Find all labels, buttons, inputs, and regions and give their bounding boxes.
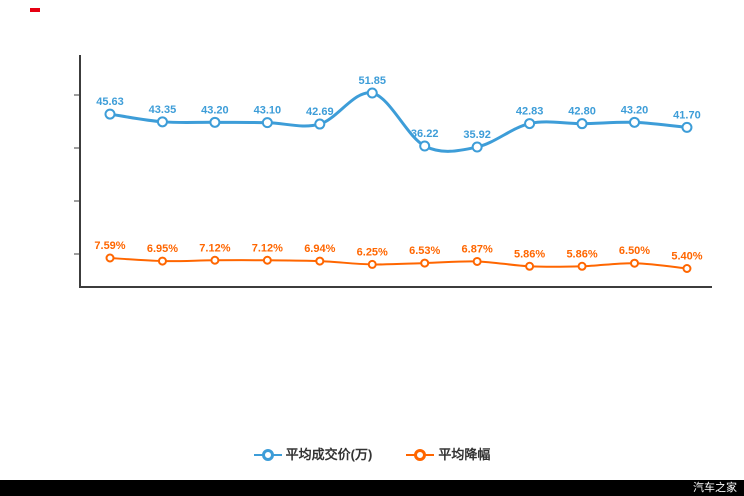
data-label: 6.87%	[462, 243, 493, 255]
data-label: 43.10	[254, 105, 282, 117]
data-point[interactable]	[420, 258, 430, 268]
data-label: 6.25%	[357, 246, 388, 258]
chart-legend: 平均成交价(万) 平均降幅	[0, 442, 744, 468]
data-point[interactable]	[367, 259, 377, 269]
data-label: 41.70	[673, 109, 701, 121]
series-avg-price: 45.63 43.35 43.20 43.10 42.69 51.85 36.22 35.92…	[96, 75, 701, 153]
data-point[interactable]	[472, 256, 482, 266]
data-point[interactable]	[314, 118, 326, 130]
data-point[interactable]	[682, 264, 692, 273]
data-label: 6.95%	[147, 243, 178, 255]
data-point[interactable]	[157, 256, 167, 266]
blue-line-dot-icon	[253, 448, 282, 462]
data-label: 36.22	[411, 128, 439, 140]
data-label: 51.85	[358, 75, 386, 87]
red-mark	[30, 8, 40, 12]
data-label: 5.86%	[514, 248, 545, 260]
data-point[interactable]	[210, 255, 220, 265]
data-point[interactable]	[105, 253, 115, 263]
data-point[interactable]	[471, 141, 483, 153]
data-point[interactable]	[262, 255, 272, 265]
data-point[interactable]	[576, 118, 588, 130]
data-label: 43.35	[149, 104, 177, 116]
data-label: 42.69	[306, 106, 334, 118]
data-label: 7.12%	[199, 242, 230, 254]
data-point[interactable]	[629, 116, 640, 128]
data-label: 6.53%	[409, 245, 440, 257]
data-point[interactable]	[104, 108, 116, 120]
series-line	[109, 257, 688, 270]
data-label: 45.63	[96, 96, 124, 108]
data-point[interactable]	[524, 118, 536, 130]
data-point[interactable]	[315, 256, 325, 266]
data-point[interactable]	[366, 87, 378, 99]
series-group: 45.63 43.35 43.20 43.10 42.69 51.85 36.22 35.92…	[94, 75, 703, 273]
series-avg-discount: 7.59% 6.95% 7.12% 7.12% 6.94% 6.25% 6.53% 6.87%…	[94, 240, 703, 273]
data-point[interactable]	[525, 261, 535, 271]
legend-item-avg-discount[interactable]: 平均降幅	[406, 448, 490, 462]
data-label: 43.20	[201, 104, 229, 116]
data-label: 42.83	[516, 106, 544, 118]
data-label: 7.12%	[252, 242, 283, 254]
legend-label-avg-price: 平均成交价(万)	[285, 447, 373, 462]
orange-line-dot-icon	[406, 448, 435, 462]
data-point[interactable]	[419, 140, 431, 152]
data-label: 5.40%	[671, 251, 702, 263]
data-point[interactable]	[681, 121, 693, 133]
data-label: 35.92	[463, 129, 491, 141]
data-point[interactable]	[156, 116, 168, 128]
y-axis-ticks	[74, 94, 80, 255]
data-label: 6.50%	[619, 245, 650, 257]
data-point[interactable]	[209, 116, 221, 128]
data-point[interactable]	[261, 117, 273, 129]
watermark-text: 汽车之家	[693, 482, 737, 494]
data-label: 7.59%	[94, 240, 125, 252]
legend-label-avg-discount: 平均降幅	[438, 447, 491, 462]
data-point[interactable]	[630, 258, 639, 268]
series-line	[108, 91, 689, 153]
legend-item-avg-price[interactable]: 平均成交价(万)	[253, 447, 373, 462]
data-label: 42.80	[568, 106, 596, 118]
data-label: 5.86%	[566, 248, 597, 260]
watermark-bar: 汽车之家	[0, 480, 744, 496]
chart-canvas: 45.63 43.35 43.20 43.10 42.69 51.85 36.22 35.92…	[74, 55, 712, 288]
data-label: 43.20	[621, 104, 649, 116]
data-point[interactable]	[577, 261, 587, 271]
data-label: 6.94%	[304, 243, 335, 255]
trend-chart: 45.63 43.35 43.20 43.10 42.69 51.85 36.22 35.92…	[74, 55, 712, 288]
